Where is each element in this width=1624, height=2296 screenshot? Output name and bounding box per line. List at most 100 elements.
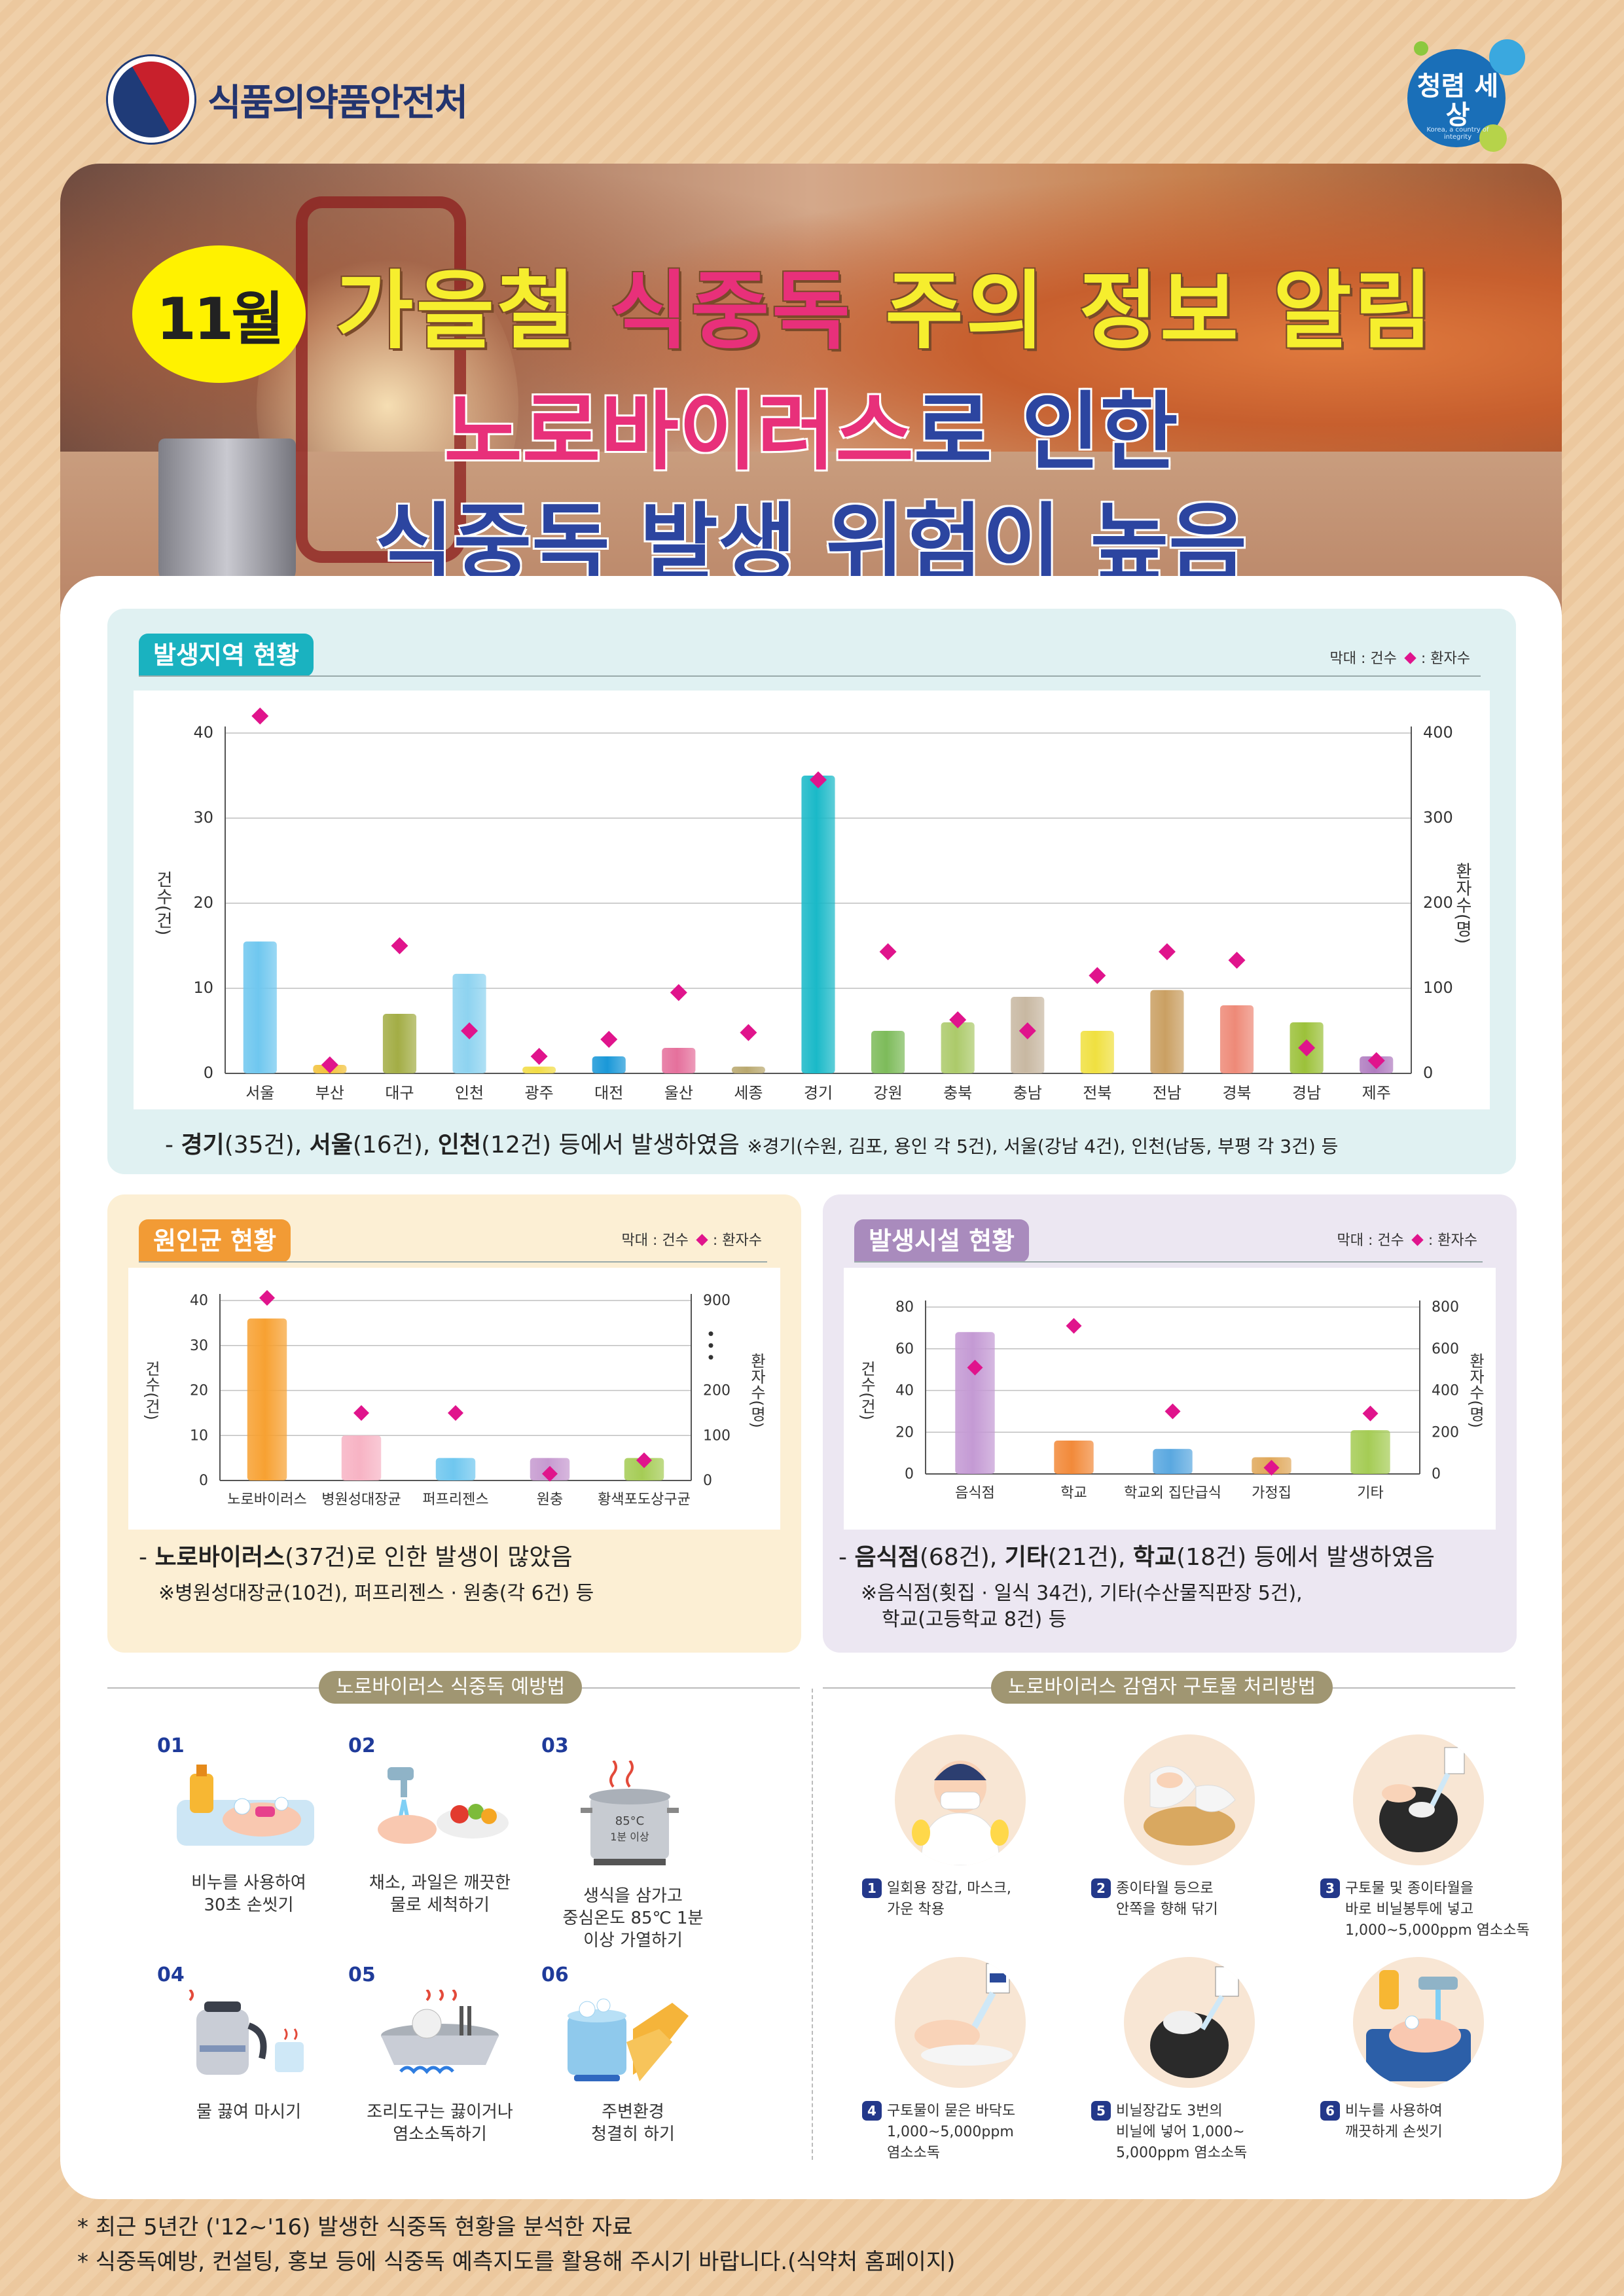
clean-logo-text: 청렴 세상 <box>1416 71 1499 130</box>
y2-tick-label: 0 <box>1432 1466 1441 1482</box>
x-tick-label: 황색포도상구균 <box>598 1492 691 1508</box>
facility-panel: 발생시설 현황 막대 : 건수: 환자수 0 20 40 60 80 0 200 400 600… <box>823 1194 1517 1653</box>
y-tick-label: 30 <box>193 808 213 827</box>
floor-disinfect-icon <box>895 1957 1026 2088</box>
patient-marker-세종 <box>740 1024 757 1041</box>
wipe-towel-icon <box>1124 1734 1255 1865</box>
y2-tick-label: 200 <box>703 1383 731 1399</box>
x-tick-label: 충북 <box>943 1084 972 1102</box>
agency-name: 식품의약품안전처 <box>208 81 468 124</box>
bar-기타 <box>1350 1430 1390 1474</box>
x-tick-label: 광주 <box>525 1084 554 1102</box>
region-summary: - 경기(35건), 서울(16건), 인천(12건) 등에서 발생하였음 ※경… <box>165 1132 1339 1158</box>
x-tick-label: 음식점 <box>955 1485 995 1501</box>
y-tick-label: 20 <box>895 1424 914 1441</box>
bar-학교 <box>1054 1441 1094 1474</box>
svg-text:1분 이상: 1분 이상 <box>610 1831 649 1843</box>
mug-illustration <box>158 439 296 589</box>
bar-충북 <box>941 1022 975 1073</box>
y-tick-label: 0 <box>905 1466 914 1482</box>
y-tick-label: 10 <box>193 978 213 997</box>
x-tick-label: 충남 <box>1013 1084 1042 1102</box>
cause-summary: - 노로바이러스(37건)로 인한 발생이 많았음 <box>139 1544 573 1571</box>
patient-marker-전북 <box>1089 967 1106 984</box>
axis-break-dot <box>708 1355 713 1360</box>
bar-서울 <box>243 941 277 1073</box>
y2-tick-label: 0 <box>1423 1064 1433 1082</box>
y-tick-label: 30 <box>190 1338 208 1354</box>
patient-marker-기타 <box>1362 1405 1379 1422</box>
patient-marker-충남 <box>1019 1022 1036 1039</box>
x-tick-label: 인천 <box>455 1084 484 1102</box>
y2-tick-label: 300 <box>1423 808 1453 827</box>
patient-marker-황색포도상구균 <box>636 1452 652 1469</box>
patient-marker-원충 <box>542 1465 558 1482</box>
bar-전남 <box>1150 990 1184 1073</box>
cleaning-gloves-icon <box>568 1998 689 2081</box>
bar-경기 <box>801 776 835 1073</box>
y-tick-label: 0 <box>199 1473 208 1489</box>
x-tick-label: 전남 <box>1153 1084 1182 1102</box>
x-tick-label: 대전 <box>594 1084 623 1102</box>
x-tick-label: 제주 <box>1362 1084 1391 1102</box>
patient-marker-퍼프리젠스 <box>448 1405 463 1421</box>
prevention-heading: 노로바이러스 식중독 예방법 <box>319 1671 583 1704</box>
patient-marker-광주 <box>530 1048 548 1065</box>
y-tick-label: 20 <box>190 1383 208 1399</box>
y2-axis-label: 환자수(명) <box>748 1353 766 1428</box>
diamond-icon <box>696 1234 708 1246</box>
bar-울산 <box>662 1048 696 1073</box>
patient-marker-강원 <box>879 943 897 961</box>
x-tick-label: 서울 <box>245 1084 274 1102</box>
y-axis-label: 건수(건) <box>142 1361 160 1420</box>
hero-title: 가을철 식중독 주의 정보 알림 <box>335 261 1435 361</box>
footer-note-2: * 식중독예방, 컨설팅, 홍보 등에 식중독 예측지도를 활용해 주시기 바랍… <box>77 2249 956 2275</box>
x-tick-label: 학교 <box>1060 1485 1087 1501</box>
patient-marker-인천 <box>461 1022 478 1039</box>
x-tick-label: 학교외 집단급식 <box>1124 1485 1221 1501</box>
clean-korea-logo: 청렴 세상 Korea, a country of integrity <box>1401 36 1532 167</box>
cooking-pot-icon: 85°C 1분 이상 <box>581 1761 679 1865</box>
disposal-heading: 노로바이러스 감염자 구토물 처리방법 <box>991 1671 1333 1704</box>
patient-marker-경남 <box>1298 1039 1316 1056</box>
y2-axis-label: 환자수(명) <box>1466 1353 1485 1428</box>
bar-음식점 <box>955 1332 995 1474</box>
bar-세종 <box>731 1066 765 1073</box>
patient-marker-제주 <box>1367 1052 1385 1069</box>
x-tick-label: 전북 <box>1083 1084 1111 1102</box>
x-tick-label: 대구 <box>385 1084 414 1102</box>
y2-tick-label: 100 <box>1423 978 1453 997</box>
y-tick-label: 0 <box>204 1064 213 1082</box>
agency-logo: 식품의약품안전처 <box>92 40 468 159</box>
handwash-icon <box>1353 1957 1484 2088</box>
patient-marker-학교외 집단급식 <box>1164 1403 1181 1420</box>
cause-legend: 막대 : 건수: 환자수 <box>621 1232 763 1249</box>
y2-tick-label: 200 <box>1423 893 1453 912</box>
hero-subtitle-line1: 노로바이러스로 인한 <box>444 382 1178 482</box>
bar-병원성대장균 <box>341 1435 382 1480</box>
patient-marker-음식점 <box>967 1359 983 1376</box>
patient-marker-전남 <box>1158 943 1176 961</box>
region-legend: 막대 : 건수: 환자수 <box>1329 651 1471 667</box>
x-tick-label: 경남 <box>1292 1084 1321 1102</box>
patient-marker-부산 <box>321 1056 338 1073</box>
region-panel: 발생지역 현황 막대 : 건수: 환자수 0 10 20 30 40 0 100 200 300… <box>107 609 1516 1174</box>
cause-panel: 원인균 현황 막대 : 건수: 환자수 0 10 20 30 40 0 100 200 900 건… <box>107 1194 801 1653</box>
patient-marker-울산 <box>670 984 687 1001</box>
y-tick-label: 40 <box>193 723 213 742</box>
y-tick-label: 20 <box>193 893 213 912</box>
y2-tick-label: 400 <box>1432 1383 1459 1399</box>
handwash-icon <box>177 1765 314 1846</box>
patient-marker-병원성대장균 <box>353 1405 369 1421</box>
y2-tick-label: 100 <box>703 1427 731 1444</box>
patient-marker-충북 <box>949 1011 967 1029</box>
x-tick-label: 기타 <box>1357 1485 1383 1501</box>
x-tick-label: 원충 <box>537 1492 563 1508</box>
y2-tick-label: 800 <box>1432 1299 1459 1316</box>
region-summary-note: ※경기(수원, 김포, 용인 각 5건), 서울(강남 4건), 인천(남동, … <box>747 1136 1339 1157</box>
x-tick-label: 퍼프리젠스 <box>422 1492 488 1508</box>
patient-marker-노로바이러스 <box>259 1290 275 1306</box>
y2-tick-label: 600 <box>1432 1341 1459 1357</box>
x-tick-label: 세종 <box>734 1084 763 1102</box>
